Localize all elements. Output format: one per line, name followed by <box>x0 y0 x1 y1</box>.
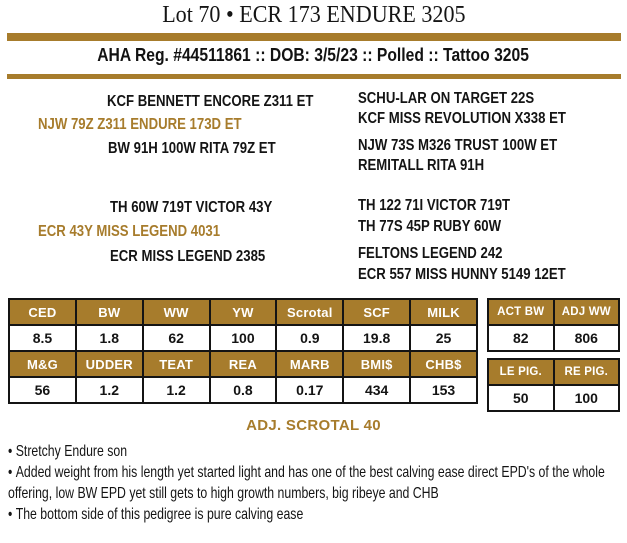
epd-value-cell: 434 <box>342 376 412 404</box>
epd-header-cell: WW <box>141 298 211 326</box>
dam-name: ECR 43Y MISS LEGEND 4031 <box>38 223 221 240</box>
epd-header-cell: M&G <box>8 350 77 378</box>
epd-header-cell: TEAT <box>141 350 211 378</box>
registration-text: AHA Reg. #44511861 :: DOB: 3/5/23 :: Pol… <box>97 45 530 65</box>
weights-table-bottom: LE PIG. RE PIG. 50 100 <box>487 358 620 412</box>
epd-value-cell: 1.2 <box>141 376 211 404</box>
epd-header-cell: CHB$ <box>409 350 478 378</box>
epd-value-row-1: 8.5 1.8 62 100 0.9 19.8 25 <box>8 324 478 352</box>
weights-table-top: ACT BW ADJ WW 82 806 <box>487 298 620 352</box>
epd-header-cell: UDDER <box>74 350 144 378</box>
sire-grandsire: KCF BENNETT ENCORE Z311 ET <box>107 93 314 110</box>
epd-header-cell: BW <box>74 298 144 326</box>
epd-header-cell: MARB <box>275 350 345 378</box>
epd-value-cell: 8.5 <box>8 324 77 352</box>
dam-ancestor-3: FELTONS LEGEND 242 <box>358 245 503 262</box>
sire-ancestor-2: KCF MISS REVOLUTION X338 ET <box>358 110 566 127</box>
divider-bar-top <box>7 33 621 41</box>
note-item: The bottom side of this pedigree is pure… <box>8 504 622 525</box>
note-item: Stretchy Endure son <box>8 441 622 462</box>
epd-header-row-1: CED BW WW YW Scrotal SCF MILK <box>8 298 478 326</box>
epd-header-cell: MILK <box>409 298 478 326</box>
pigment-value-row: 50 100 <box>487 384 620 412</box>
lot-title-text: Lot 70 • ECR 173 ENDURE 3205 <box>161 2 466 28</box>
sire-ancestor-4: REMITALL RITA 91H <box>358 157 485 174</box>
sale-notes: Stretchy Endure son Added weight from hi… <box>8 441 622 525</box>
note-item: Added weight from his length yet started… <box>8 462 622 504</box>
weights-value-cell: 806 <box>552 324 620 352</box>
sire-granddam: BW 91H 100W RITA 79Z ET <box>108 140 276 157</box>
epd-header-cell: Scrotal <box>275 298 345 326</box>
registration-line: AHA Reg. #44511861 :: DOB: 3/5/23 :: Pol… <box>0 45 627 66</box>
epd-value-cell: 153 <box>409 376 478 404</box>
pigment-header-cell: RE PIG. <box>552 358 620 386</box>
sire-name: NJW 79Z Z311 ENDURE 173D ET <box>38 116 242 133</box>
epd-header-row-2: M&G UDDER TEAT REA MARB BMI$ CHB$ <box>8 350 478 378</box>
epd-value-cell: 1.8 <box>74 324 144 352</box>
dam-granddam: ECR MISS LEGEND 2385 <box>110 248 266 265</box>
epd-header-cell: SCF <box>342 298 412 326</box>
epd-header-cell: YW <box>208 298 278 326</box>
weights-header-row: ACT BW ADJ WW <box>487 298 620 326</box>
weights-header-cell: ACT BW <box>487 298 555 326</box>
pigment-header-cell: LE PIG. <box>487 358 555 386</box>
weights-header-cell: ADJ WW <box>552 298 620 326</box>
epd-header-cell: BMI$ <box>342 350 412 378</box>
epd-value-cell: 56 <box>8 376 77 404</box>
epd-value-row-2: 56 1.2 1.2 0.8 0.17 434 153 <box>8 376 478 404</box>
dam-ancestor-4: ECR 557 MISS HUNNY 5149 12ET <box>358 266 566 283</box>
weights-value-cell: 82 <box>487 324 555 352</box>
divider-bar-bottom <box>7 74 621 79</box>
dam-grandsire: TH 60W 719T VICTOR 43Y <box>110 199 273 216</box>
epd-header-cell: CED <box>8 298 77 326</box>
epd-header-cell: REA <box>208 350 278 378</box>
pigment-header-row: LE PIG. RE PIG. <box>487 358 620 386</box>
epd-value-cell: 62 <box>141 324 211 352</box>
pigment-value-cell: 100 <box>552 384 620 412</box>
dam-ancestor-2: TH 77S 45P RUBY 60W <box>358 218 502 235</box>
epd-value-cell: 0.8 <box>208 376 278 404</box>
weights-value-row: 82 806 <box>487 324 620 352</box>
epd-value-cell: 0.17 <box>275 376 345 404</box>
dam-ancestor-1: TH 122 71I VICTOR 719T <box>358 197 511 214</box>
sire-ancestor-3: NJW 73S M326 TRUST 100W ET <box>358 137 558 154</box>
epd-table: CED BW WW YW Scrotal SCF MILK 8.5 1.8 62… <box>8 298 478 404</box>
epd-value-cell: 0.9 <box>275 324 345 352</box>
epd-value-cell: 25 <box>409 324 478 352</box>
lot-title: Lot 70 • ECR 173 ENDURE 3205 <box>0 2 627 29</box>
adj-scrotal-line: ADJ. SCROTAL 40 <box>246 417 381 434</box>
pigment-value-cell: 50 <box>487 384 555 412</box>
epd-value-cell: 1.2 <box>74 376 144 404</box>
epd-value-cell: 19.8 <box>342 324 412 352</box>
sire-ancestor-1: SCHU-LAR ON TARGET 22S <box>358 90 535 107</box>
epd-value-cell: 100 <box>208 324 278 352</box>
